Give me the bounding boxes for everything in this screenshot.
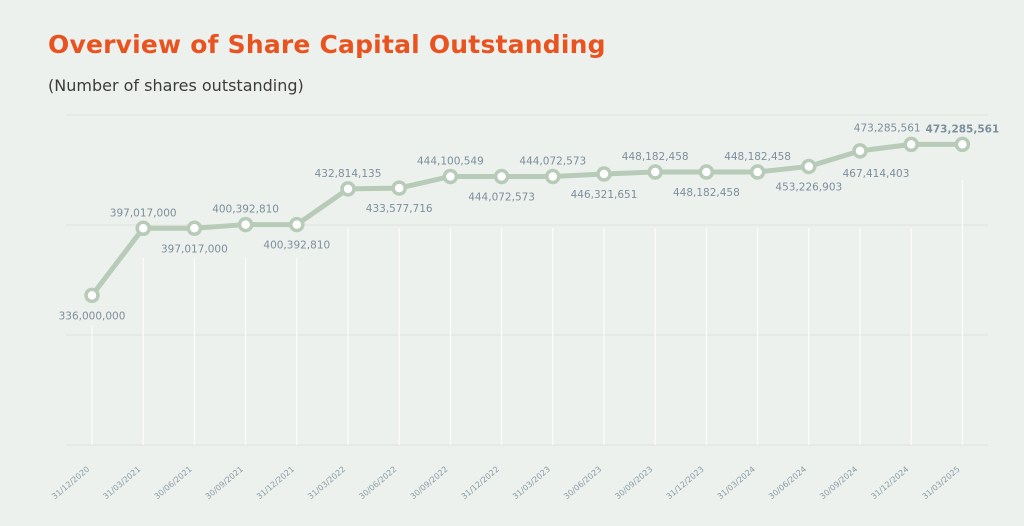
x-tick-label: 30/09/2021 (204, 465, 245, 502)
data-point (84, 287, 100, 304)
data-label: 448,182,458 (622, 151, 689, 163)
data-label: 448,182,458 (724, 151, 791, 163)
data-point (698, 164, 715, 180)
data-point (391, 180, 407, 196)
data-point (237, 216, 254, 233)
x-tick-label: 31/12/2021 (255, 465, 296, 502)
data-label: 400,392,810 (263, 240, 330, 252)
data-label: 397,017,000 (161, 243, 228, 255)
data-point (289, 216, 305, 233)
x-tick-label: 30/06/2023 (562, 465, 603, 502)
data-point (903, 136, 919, 153)
data-point (852, 143, 868, 159)
x-tick-label: 31/03/2024 (716, 465, 757, 502)
data-label: 444,072,573 (519, 156, 586, 168)
data-label: 432,814,135 (315, 168, 382, 180)
data-point (135, 220, 151, 237)
data-point (749, 164, 766, 180)
chart-title: Overview of Share Capital Outstanding (48, 30, 606, 59)
data-label: 433,577,716 (366, 203, 433, 215)
data-point (647, 164, 663, 180)
x-tick-label: 30/09/2024 (818, 465, 859, 502)
x-tick-label: 31/12/2024 (869, 465, 910, 502)
data-point (801, 158, 817, 175)
data-label: 473,285,561 (926, 123, 1000, 135)
data-label: 453,226,903 (775, 181, 842, 193)
data-point (545, 168, 561, 185)
x-tick-label: 30/09/2023 (613, 465, 654, 502)
data-label: 448,182,458 (673, 187, 740, 199)
data-label: 397,017,000 (110, 207, 177, 219)
data-label: 473,285,561 (854, 122, 921, 134)
x-tick-label: 31/03/2023 (511, 465, 552, 502)
x-tick-label: 31/12/2022 (460, 465, 501, 502)
x-tick-label: 31/12/2020 (50, 465, 91, 502)
x-tick-label: 31/03/2022 (306, 465, 347, 502)
data-label: 444,072,573 (468, 192, 535, 204)
data-point (493, 168, 510, 185)
data-point (340, 181, 356, 197)
x-tick-label: 30/06/2024 (767, 465, 808, 502)
x-tick-label: 30/06/2021 (153, 465, 194, 502)
x-tick-label: 31/03/2025 (921, 465, 962, 502)
x-tick-label: 30/09/2022 (409, 465, 450, 502)
data-point (442, 168, 459, 185)
data-label: 467,414,403 (843, 168, 910, 180)
x-tick-label: 31/03/2021 (101, 465, 142, 502)
data-label: 446,321,651 (571, 189, 638, 201)
data-point (596, 166, 612, 182)
series-line (90, 141, 963, 297)
x-tick-label: 31/12/2023 (665, 465, 706, 502)
data-point (186, 220, 203, 237)
data-label: 444,100,549 (417, 155, 484, 167)
data-point (954, 136, 971, 153)
data-label: 400,392,810 (212, 204, 279, 216)
x-tick-label: 30/06/2022 (357, 465, 398, 502)
data-label: 336,000,000 (59, 310, 126, 322)
chart-subtitle: (Number of shares outstanding) (48, 76, 304, 95)
